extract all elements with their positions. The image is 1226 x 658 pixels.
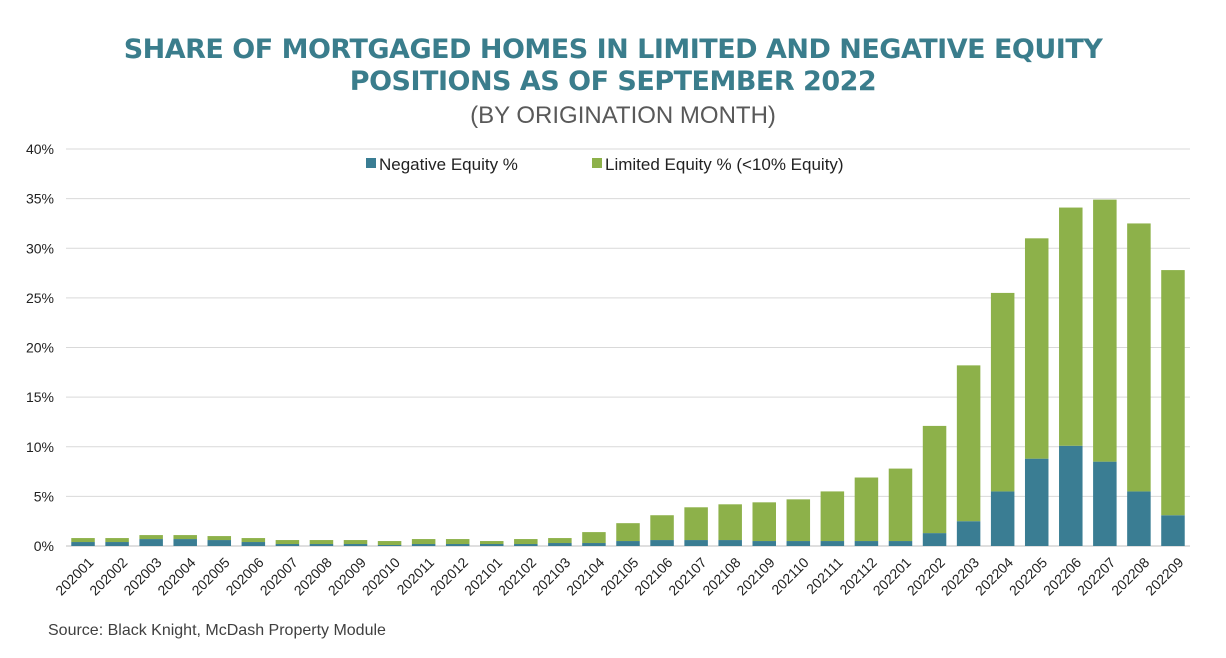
y-tick-label: 5%	[34, 488, 54, 504]
bar-limited-equity	[71, 538, 95, 543]
bar-negative-equity	[241, 542, 266, 546]
bar-limited-equity	[752, 502, 776, 542]
chart-subtitle: (BY ORIGINATION MONTH)	[470, 102, 776, 129]
bar-limited-equity	[445, 539, 470, 545]
bar-limited-equity	[684, 507, 708, 541]
bar-negative-equity	[173, 539, 197, 546]
bar-limited-equity	[990, 292, 1015, 492]
chart-title: SHARE OF MORTGAGED HOMES IN LIMITED AND …	[0, 34, 1226, 98]
y-tick-label: 20%	[26, 340, 54, 356]
bar-limited-equity	[1127, 223, 1151, 492]
bars	[71, 199, 1185, 546]
bar-negative-equity	[480, 544, 504, 546]
bar-limited-equity	[854, 477, 879, 542]
bar-negative-equity	[1093, 461, 1117, 546]
bar-negative-equity	[71, 542, 95, 546]
gridlines	[66, 148, 1190, 547]
bar-negative-equity	[514, 544, 538, 546]
bar-negative-equity	[990, 491, 1015, 546]
bar-limited-equity	[139, 535, 163, 540]
y-tick-label: 40%	[26, 141, 54, 157]
y-tick-label: 35%	[26, 191, 54, 207]
bar-negative-equity	[718, 540, 742, 546]
source-note: Source: Black Knight, McDash Property Mo…	[48, 622, 386, 639]
bar-limited-equity	[1161, 270, 1185, 516]
x-tick-label: 202110	[768, 554, 812, 598]
bar-negative-equity	[786, 541, 811, 546]
chart-title-line2: POSITIONS AS OF SEPTEMBER 2022	[349, 66, 877, 97]
bar-negative-equity	[650, 540, 674, 546]
bar-limited-equity	[173, 535, 197, 540]
bar-limited-equity	[1024, 238, 1049, 459]
bar-limited-equity	[956, 365, 981, 522]
x-axis: 2020012020022020032020042020052020062020…	[52, 554, 1186, 598]
y-tick-label: 30%	[26, 240, 54, 256]
bar-negative-equity	[1127, 491, 1151, 546]
legend-label-limited-equity: Limited Equity % (<10% Equity)	[605, 155, 844, 174]
bar-limited-equity	[480, 541, 504, 545]
bar-negative-equity	[411, 544, 436, 546]
bar-negative-equity	[956, 521, 981, 546]
bar-negative-equity	[275, 544, 300, 546]
bar-negative-equity	[1024, 458, 1049, 546]
bar-negative-equity	[445, 544, 470, 546]
bar-limited-equity	[309, 540, 334, 545]
x-tick-label: 202109	[733, 554, 777, 598]
bar-limited-equity	[207, 536, 232, 541]
bar-negative-equity	[582, 543, 606, 546]
bar-negative-equity	[207, 540, 232, 546]
bar-negative-equity	[922, 533, 947, 546]
bar-limited-equity	[377, 541, 402, 546]
legend-swatch-negative-equity	[366, 158, 376, 168]
bar-negative-equity	[309, 544, 334, 546]
bar-limited-equity	[616, 523, 640, 542]
bar-limited-equity	[888, 468, 913, 542]
bar-limited-equity	[650, 515, 674, 541]
y-tick-label: 25%	[26, 290, 54, 306]
bar-negative-equity	[820, 541, 845, 546]
bar-limited-equity	[786, 499, 811, 542]
bar-negative-equity	[1161, 515, 1185, 546]
bar-limited-equity	[582, 532, 606, 544]
bar-limited-equity	[343, 540, 368, 545]
bar-negative-equity	[105, 542, 129, 546]
bar-limited-equity	[241, 538, 266, 543]
bar-limited-equity	[105, 538, 129, 543]
legend-label-negative-equity: Negative Equity %	[379, 155, 518, 174]
bar-limited-equity	[1059, 207, 1083, 446]
bar-negative-equity	[854, 541, 879, 546]
y-tick-label: 10%	[26, 439, 54, 455]
bar-negative-equity	[343, 544, 368, 546]
bar-negative-equity	[752, 541, 776, 546]
x-tick-label: 202010	[359, 554, 403, 598]
y-tick-label: 0%	[34, 538, 54, 554]
bar-negative-equity	[139, 539, 163, 546]
bar-limited-equity	[548, 538, 572, 544]
y-axis: 0% 5% 10% 15% 20% 25% 30% 35% 40%	[26, 141, 54, 554]
y-tick-label: 15%	[26, 389, 54, 405]
bar-limited-equity	[514, 539, 538, 545]
bar-negative-equity	[1059, 445, 1083, 546]
legend: Negative Equity % Limited Equity % (<10%…	[366, 155, 844, 174]
bar-negative-equity	[888, 541, 913, 546]
bar-negative-equity	[684, 540, 708, 546]
bar-limited-equity	[922, 425, 947, 534]
bar-limited-equity	[411, 539, 436, 545]
bar-limited-equity	[275, 540, 300, 545]
bar-negative-equity	[616, 541, 640, 546]
bar-limited-equity	[718, 504, 742, 541]
bar-limited-equity	[1093, 199, 1117, 462]
legend-swatch-limited-equity	[592, 158, 602, 168]
x-tick-label: 202209	[1142, 554, 1186, 598]
bar-negative-equity	[377, 545, 402, 546]
bar-limited-equity	[820, 491, 845, 542]
bar-negative-equity	[548, 543, 572, 546]
chart-title-line1: SHARE OF MORTGAGED HOMES IN LIMITED AND …	[123, 34, 1103, 65]
